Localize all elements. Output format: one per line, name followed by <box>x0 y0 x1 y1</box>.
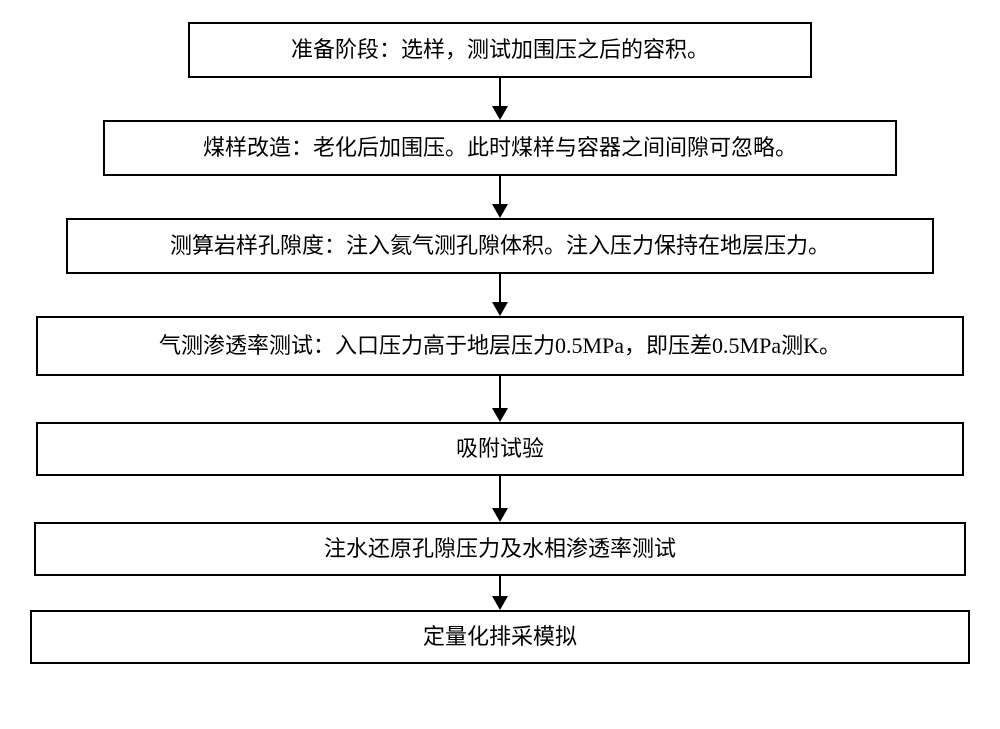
flowchart-node: 注水还原孔隙压力及水相渗透率测试 <box>34 522 966 576</box>
flowchart-node: 测算岩样孔隙度：注入氦气测孔隙体积。注入压力保持在地层压力。 <box>66 218 934 274</box>
flowchart-node: 气测渗透率测试：入口压力高于地层压力0.5MPa，即压差0.5MPa测K。 <box>36 316 964 376</box>
flowchart-node: 煤样改造：老化后加围压。此时煤样与容器之间间隙可忽略。 <box>103 120 897 176</box>
flowchart-container: 准备阶段：选样，测试加围压之后的容积。煤样改造：老化后加围压。此时煤样与容器之间… <box>30 22 970 664</box>
flowchart-arrow <box>492 476 508 522</box>
flowchart-node: 准备阶段：选样，测试加围压之后的容积。 <box>188 22 812 78</box>
flowchart-arrow <box>492 576 508 610</box>
flowchart-arrow <box>492 176 508 218</box>
flowchart-arrow <box>492 274 508 316</box>
flowchart-arrow <box>492 376 508 422</box>
flowchart-arrow <box>492 78 508 120</box>
flowchart-node: 吸附试验 <box>36 422 964 476</box>
flowchart-node: 定量化排采模拟 <box>30 610 970 664</box>
